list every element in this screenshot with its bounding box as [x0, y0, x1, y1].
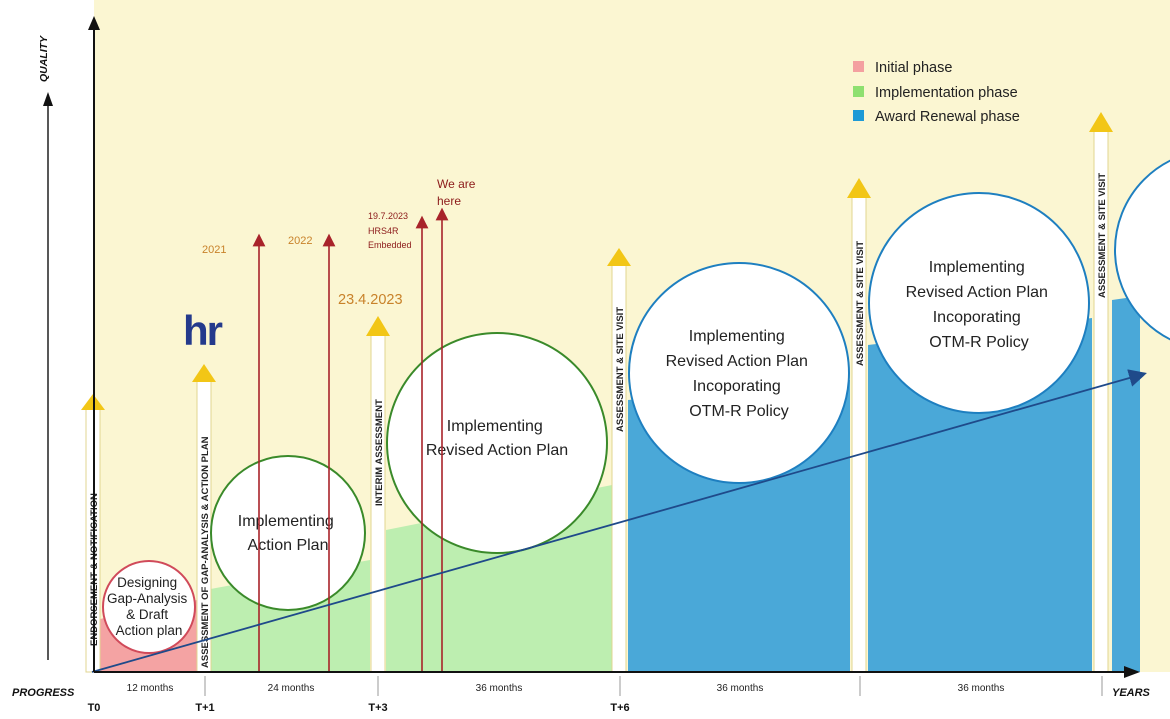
circle-otm1-line-1: Implementing — [689, 328, 785, 345]
duration-5: 36 months — [958, 683, 1005, 694]
annotation-embedded-date: 19.7.2023 — [368, 211, 408, 221]
milestone-label-site-visit-1: ASSESSMENT & SITE VISIT — [615, 307, 626, 432]
axes — [43, 16, 1140, 678]
circle-implementing-revised-plan: Implementing Revised Action Plan — [386, 332, 608, 554]
y-axis-label: QUALITY — [38, 35, 50, 82]
tick-t1: T+1 — [195, 702, 214, 714]
progress-label: PROGRESS — [12, 687, 75, 699]
circle-otm2-line-1: Implementing — [929, 259, 1025, 276]
red-marker-arrows — [252, 207, 449, 672]
legend-swatch-implementation — [853, 86, 864, 97]
circle-implementing-line-1: Implementing — [238, 513, 334, 530]
tick-t3: T+3 — [368, 702, 387, 714]
circle-revised-line-1: Implementing — [447, 418, 543, 435]
legend-swatch-initial — [853, 61, 864, 72]
annotation-embedded-hrs4r: HRS4R — [368, 226, 399, 236]
years-label: YEARS — [1112, 687, 1151, 699]
circle-designing: Designing Gap-Analysis & Draft Action pl… — [102, 560, 196, 654]
svg-text:Designing Gap-Analysis: Designing Gap-Analysis & Draft Action pl… — [107, 575, 191, 638]
circle-designing-line-3: & Draft — [126, 607, 168, 622]
milestone-pillar-site-visit-2: ASSESSMENT & SITE VISIT — [847, 178, 871, 673]
legend: Initial phase Implementation phase Award… — [853, 60, 1020, 125]
legend-label-implementation: Implementation phase — [875, 85, 1018, 101]
tick-separators — [204, 676, 1103, 696]
svg-text:Implementing Revised Act: Implementing Revised Action Plan Incopor… — [666, 328, 813, 420]
circle-otm2-line-4: OTM-R Policy — [929, 334, 1029, 351]
circle-otm-r-1: Implementing Revised Action Plan Incopor… — [628, 262, 850, 484]
hr-logo: hr — [183, 307, 223, 354]
duration-3: 36 months — [476, 683, 523, 694]
annotation-interim-date: 23.4.2023 — [338, 292, 403, 308]
annotation-we-are-here-line-2: here — [437, 194, 461, 208]
x-axis-arrowhead — [1124, 666, 1140, 678]
circle-otm1-line-3: Incoporating — [693, 378, 781, 395]
duration-4: 36 months — [717, 683, 764, 694]
y-axis-arrowhead — [88, 16, 100, 30]
tick-t0: T0 — [88, 702, 101, 714]
milestone-pillar-site-visit-1: ASSESSMENT & SITE VISIT — [607, 248, 631, 673]
renewal-phase-area-3 — [1112, 296, 1140, 672]
circle-otm2-line-3: Incoporating — [933, 309, 1021, 326]
annotation-2022: 2022 — [288, 235, 312, 247]
circle-implementing-action-plan: Implementing Action Plan — [210, 455, 366, 611]
circle-designing-line-4: Action plan — [116, 623, 183, 638]
legend-swatch-renewal — [853, 110, 864, 121]
annotation-2021: 2021 — [202, 244, 226, 256]
milestone-label-site-visit-3: ASSESSMENT & SITE VISIT — [1097, 173, 1108, 298]
duration-2: 24 months — [268, 683, 315, 694]
duration-1: 12 months — [127, 683, 174, 694]
circle-designing-line-2: Gap-Analysis — [107, 591, 188, 606]
progress-trend-arrow — [91, 369, 1147, 673]
circle-implementing-line-2: Action Plan — [248, 537, 329, 554]
milestone-pillar-site-visit-3: ASSESSMENT & SITE VISIT — [1089, 112, 1113, 673]
renewal-phase-area-2 — [868, 318, 1092, 672]
annotation-we-are-here-line-1: We are — [437, 177, 476, 191]
milestone-label-gap-assessment: ASSESSMENT OF GAP-ANALYSIS & ACTION PLAN — [200, 436, 211, 668]
circle-partial-right — [1114, 159, 1170, 341]
circle-designing-line-1: Designing — [117, 575, 177, 590]
annotation-embedded-word: Embedded — [368, 240, 412, 250]
tick-t6: T+6 — [610, 702, 629, 714]
milestone-label-interim: INTERIM ASSESSMENT — [374, 399, 385, 506]
annotation-embedded: 19.7.2023 HRS4R Embedded — [368, 211, 412, 250]
quality-side-arrowhead — [43, 92, 53, 106]
circle-otm1-line-4: OTM-R Policy — [689, 403, 789, 420]
circle-otm1-line-2: Revised Action Plan — [666, 353, 808, 370]
legend-label-initial: Initial phase — [875, 60, 952, 76]
circle-otm2-line-2: Revised Action Plan — [906, 284, 1048, 301]
svg-text:Implementing Action Plan: Implementing Action Plan — [238, 513, 339, 554]
circle-otm-r-2: Implementing Revised Action Plan Incopor… — [868, 192, 1090, 414]
circle-revised-line-2: Revised Action Plan — [426, 442, 568, 459]
milestone-pillar-gap-assessment: ASSESSMENT OF GAP-ANALYSIS & ACTION PLAN — [192, 364, 216, 673]
legend-label-renewal: Award Renewal phase — [875, 109, 1020, 125]
milestone-label-site-visit-2: ASSESSMENT & SITE VISIT — [855, 241, 866, 366]
svg-text:Implementing Revised Act: Implementing Revised Action Plan Incopor… — [906, 259, 1053, 351]
svg-text:Implementing Revised Act: Implementing Revised Action Plan — [426, 418, 568, 459]
annotation-we-are-here: We are here — [437, 177, 479, 208]
